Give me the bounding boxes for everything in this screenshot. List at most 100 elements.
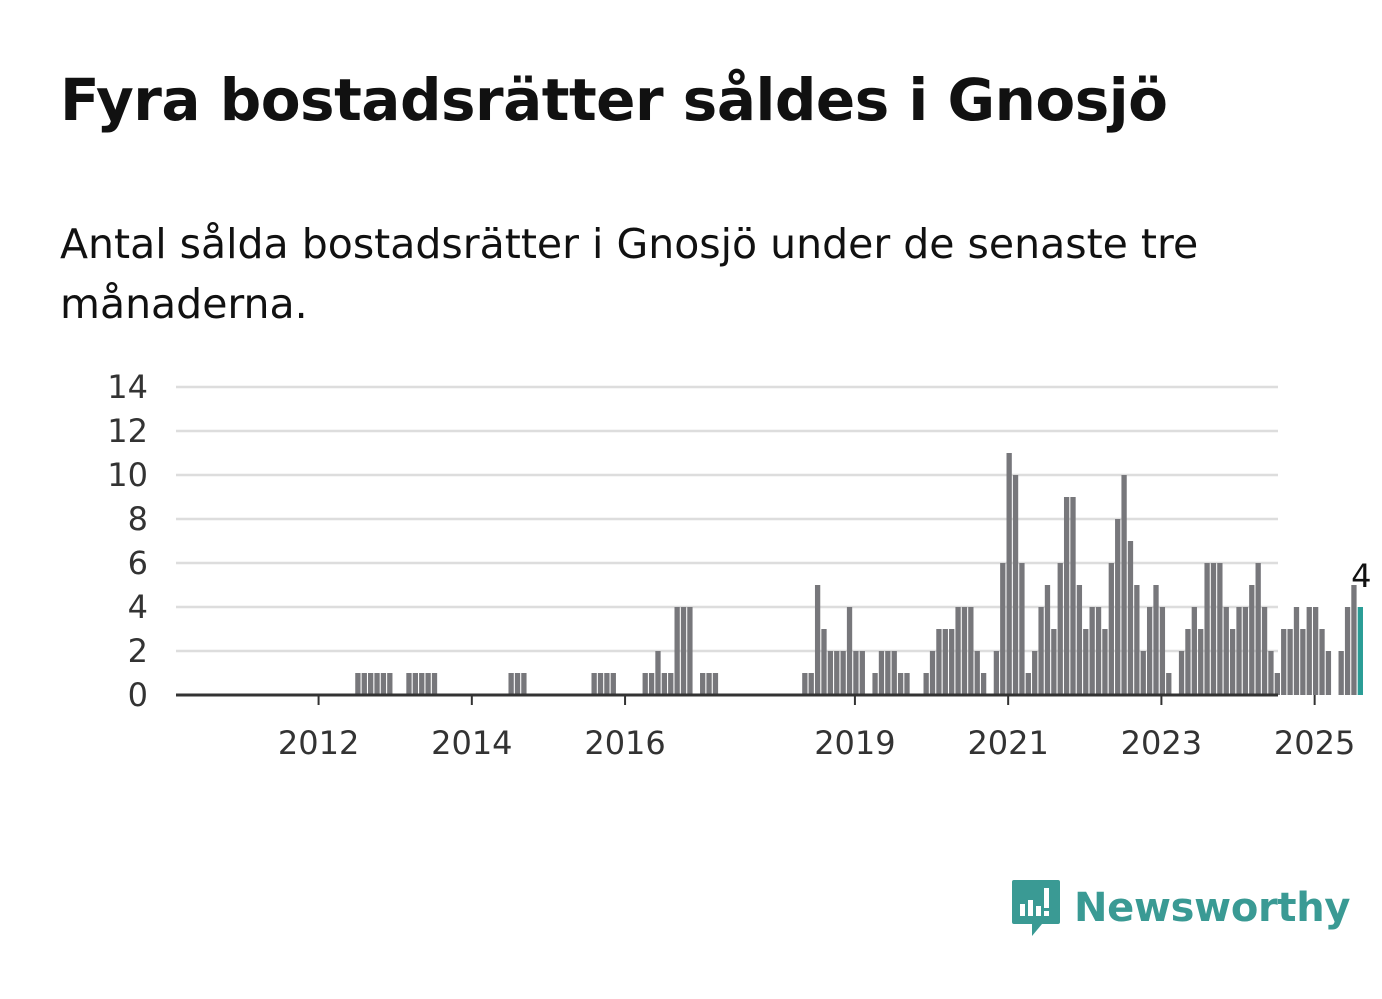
- bar: [1127, 541, 1134, 695]
- bar: [1236, 607, 1242, 695]
- bar: [1255, 563, 1261, 695]
- bar: [1083, 629, 1089, 695]
- latest-value-label: 4: [1351, 557, 1371, 595]
- bar: [1210, 563, 1217, 695]
- bar: [891, 651, 897, 695]
- bar: [936, 629, 942, 695]
- bar: [859, 651, 865, 695]
- bar: [929, 651, 936, 695]
- x-tick-label: 2019: [814, 724, 895, 762]
- y-tick-label: 0: [128, 676, 148, 714]
- bar: [374, 673, 380, 695]
- bar: [1204, 563, 1210, 695]
- bar: [1070, 497, 1076, 695]
- bar: [878, 651, 885, 695]
- bar: [872, 673, 878, 695]
- bar: [368, 673, 374, 695]
- y-tick-label: 12: [107, 412, 148, 450]
- bar: [1261, 607, 1268, 695]
- bar: [1242, 607, 1249, 695]
- bar: [380, 673, 387, 695]
- bar: [1038, 607, 1044, 695]
- bar: [897, 673, 904, 695]
- bar: [591, 673, 597, 695]
- bar: [1102, 629, 1108, 695]
- bar: [1191, 607, 1197, 695]
- bar: [1153, 585, 1159, 695]
- bar: [1134, 585, 1140, 695]
- bar: [1121, 475, 1127, 695]
- bar: [661, 673, 668, 695]
- bar: [1019, 563, 1025, 695]
- bar: [1325, 651, 1332, 695]
- highlight-bar: [1357, 607, 1363, 695]
- bar: [419, 673, 425, 695]
- bar: [1351, 585, 1357, 695]
- y-tick-label: 2: [128, 632, 148, 670]
- bar: [1178, 651, 1185, 695]
- bar-chart: 0 2 4 6 8 10 12 14 2012 2014 2016 2019 2021 2023 2025 4: [107, 368, 1371, 762]
- bar: [1344, 607, 1351, 695]
- y-tick-label: 6: [128, 544, 148, 582]
- bar: [521, 673, 527, 695]
- bar: [406, 673, 412, 695]
- x-tick-label: 2012: [278, 724, 359, 762]
- bar: [1338, 651, 1344, 695]
- bar: [955, 607, 961, 695]
- y-tick-label: 8: [128, 500, 148, 538]
- bar: [974, 651, 980, 695]
- bar: [993, 651, 1000, 695]
- x-tick-label: 2021: [967, 724, 1048, 762]
- x-tick-label: 2014: [431, 724, 512, 762]
- y-tick-label: 14: [107, 368, 148, 406]
- bar: [642, 673, 648, 695]
- bar: [712, 673, 719, 695]
- bar: [706, 673, 712, 695]
- bar: [655, 651, 661, 695]
- bar: [1025, 673, 1031, 695]
- newsworthy-logo: Newsworthy: [1010, 878, 1351, 938]
- bar: [1293, 607, 1300, 695]
- bar: [355, 673, 361, 695]
- bar: [1268, 651, 1274, 695]
- bar: [1300, 629, 1306, 695]
- y-tick-label: 10: [107, 456, 148, 494]
- bar: [821, 629, 827, 695]
- bar: [412, 673, 419, 695]
- bar: [648, 673, 655, 695]
- bar: [1032, 651, 1038, 695]
- bar: [808, 673, 814, 695]
- bar: [1223, 607, 1229, 695]
- bar: [514, 673, 521, 695]
- bar: [1095, 607, 1102, 695]
- bar: [1198, 629, 1204, 695]
- bar: [923, 673, 929, 695]
- bar: [961, 607, 968, 695]
- bar: [814, 585, 821, 695]
- bar: [1185, 629, 1191, 695]
- bar: [361, 673, 367, 695]
- bar: [1006, 453, 1012, 695]
- bar: [1306, 607, 1312, 695]
- bar: [1146, 607, 1153, 695]
- bar: [1249, 585, 1255, 695]
- bar: [687, 607, 693, 695]
- bar: [387, 673, 393, 695]
- bar: [1044, 585, 1051, 695]
- bar: [425, 673, 431, 695]
- bar: [827, 651, 834, 695]
- bar: [431, 673, 438, 695]
- bar: [1166, 673, 1172, 695]
- y-tick-label: 4: [128, 588, 148, 626]
- bar: [1281, 629, 1287, 695]
- chart-title: Fyra bostadsrätter såldes i Gnosjö: [60, 66, 1168, 134]
- bar: [885, 651, 891, 695]
- bar: [1229, 629, 1236, 695]
- bar: [1076, 585, 1083, 695]
- bar: [1274, 673, 1280, 695]
- bar: [802, 673, 808, 695]
- bar: [680, 607, 687, 695]
- chart-subtitle: Antal sålda bostadsrätter i Gnosjö under…: [60, 220, 1199, 328]
- bar: [1287, 629, 1293, 695]
- bar: [1063, 497, 1070, 695]
